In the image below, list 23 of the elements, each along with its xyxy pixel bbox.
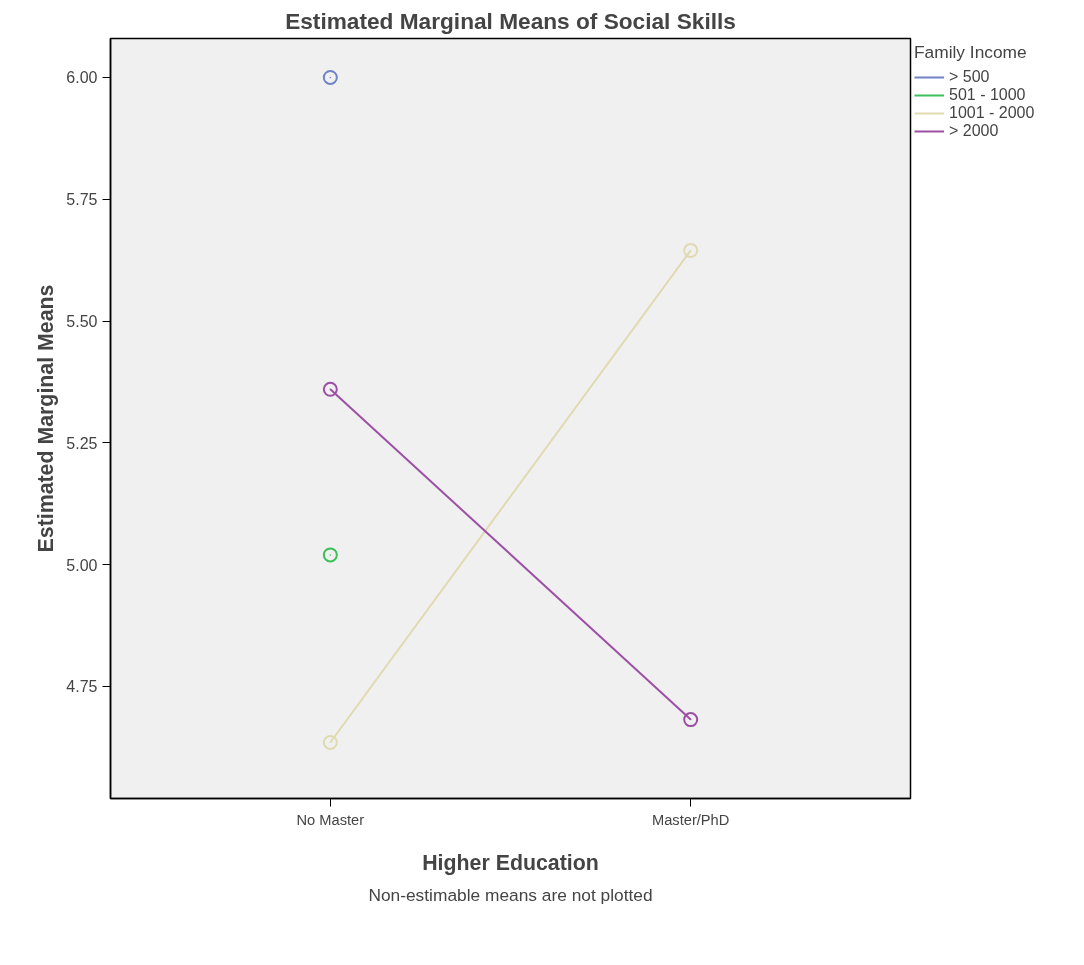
chart-title: Estimated Marginal Means of Social Skills <box>285 7 736 34</box>
point <box>322 734 338 750</box>
y-tick-label: 5.75 <box>66 191 98 209</box>
legend-label: > 2000 <box>949 122 999 140</box>
point <box>322 69 338 85</box>
legend-title: Family Income <box>914 42 1028 63</box>
y-axis-title: Estimated Marginal Means <box>34 284 59 553</box>
text: Non-estimable means are not plotted <box>368 884 653 905</box>
x-tick-label: No Master <box>296 811 365 828</box>
y-tick-label: 6.00 <box>66 69 98 87</box>
y-tick-label: 5.00 <box>66 556 98 574</box>
y-tick-label: 5.50 <box>66 313 98 331</box>
legend-label: 1001 - 2000 <box>949 104 1035 122</box>
point <box>322 547 338 563</box>
y-tick-label: 5.25 <box>66 434 98 452</box>
x-axis-title: Higher Education <box>422 850 599 875</box>
point <box>683 242 699 258</box>
legend-label: 501 - 1000 <box>949 86 1026 104</box>
x-tick-label: Master/PhD <box>651 811 730 828</box>
point <box>322 381 338 397</box>
legend-label: > 500 <box>949 68 990 86</box>
point <box>683 712 699 728</box>
y-tick-label: 4.75 <box>66 678 98 696</box>
